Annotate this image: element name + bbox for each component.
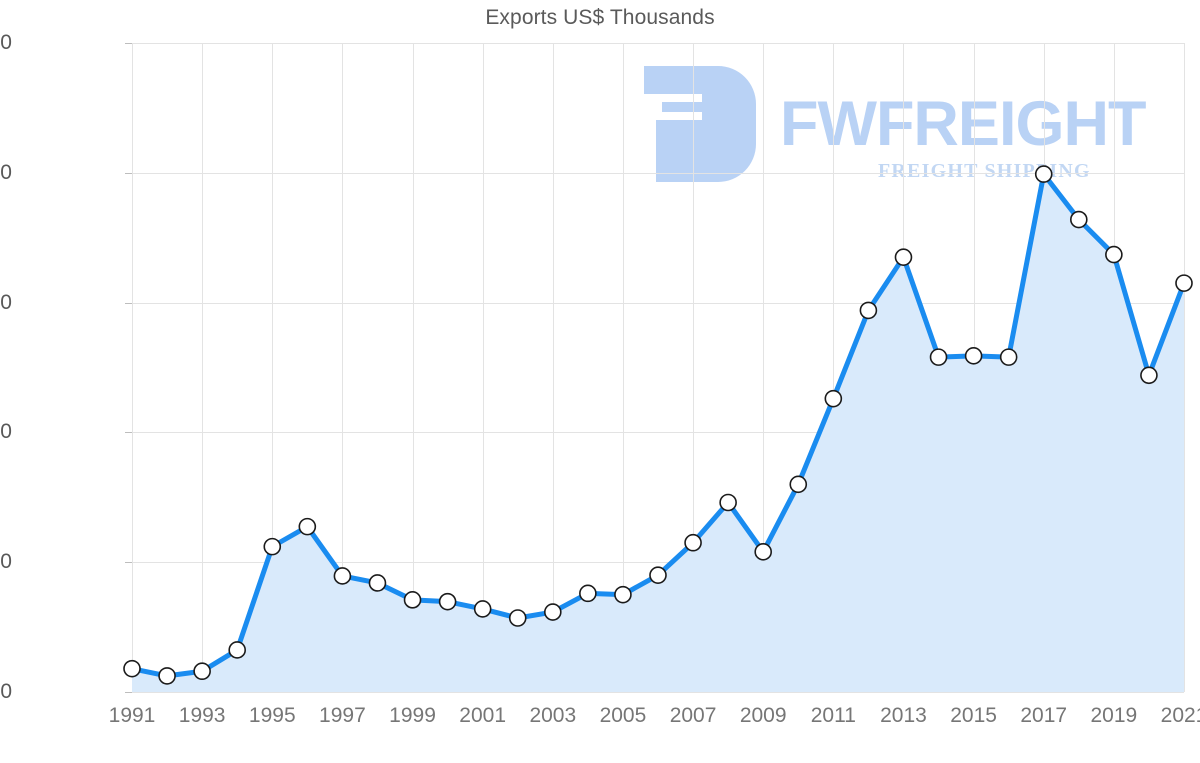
gridline-horizontal [132,432,1184,434]
y-tick-mark [125,432,132,434]
x-axis-label: 2005 [599,704,647,727]
gridline-vertical [833,43,835,692]
data-point-marker [193,662,211,681]
area-fill [132,174,1184,693]
gridline-vertical [552,43,554,692]
gridline-vertical [342,43,344,692]
gridline-vertical [202,43,204,692]
gridline-vertical [1184,43,1185,692]
gridline-vertical [482,43,484,692]
data-point-marker [1034,165,1053,183]
data-point-marker [508,609,527,627]
data-point-marker [298,517,317,536]
data-point-marker [999,348,1018,366]
data-point-marker [1175,274,1193,292]
x-axis-label: 2017 [1020,704,1068,727]
gridline-horizontal [132,172,1184,174]
exports-area-series [123,165,1193,693]
gridline-horizontal [132,562,1184,564]
y-axis-label: 2 000 000 [0,160,12,184]
data-point-marker [754,543,773,561]
gridline-horizontal [132,302,1184,304]
data-point-marker [228,641,246,659]
data-point-marker [333,567,352,585]
data-point-markers [123,165,1193,685]
y-axis-label: 500 000 [0,550,12,574]
data-point-marker [579,584,597,603]
y-tick-mark [125,692,132,693]
data-point-marker [894,248,913,266]
data-point-marker [649,566,667,584]
data-point-marker [403,591,422,609]
x-axis-label: 1993 [178,704,226,727]
y-tick-mark [125,562,132,564]
x-axis-label: 1995 [248,704,296,727]
x-axis-label: 2011 [810,704,856,727]
data-point-marker [438,592,457,611]
data-point-marker [684,533,702,552]
data-point-marker [263,537,282,556]
gridline-horizontal [132,692,1184,693]
x-axis-label: 2021 [1160,704,1200,727]
plot-area [123,43,1193,693]
x-axis-label: 2019 [1090,704,1138,727]
data-point-marker [473,600,492,618]
data-point-marker [158,667,176,685]
gridline-vertical [622,43,624,692]
data-point-marker [543,603,562,621]
data-point-marker [859,301,878,320]
data-point-marker [964,347,983,365]
x-axis-label: 2015 [950,704,997,727]
x-axis-label: 2007 [669,704,717,727]
data-point-marker [1069,210,1088,229]
data-point-marker [929,348,948,366]
gridline-vertical [693,43,695,692]
gridline-vertical [412,43,414,692]
data-point-marker [789,475,808,494]
gridline-horizontal [132,43,1184,44]
y-tick-mark [125,43,132,44]
x-axis-label: 2001 [459,704,507,727]
data-point-marker [123,659,141,678]
gridline-vertical [132,43,133,692]
data-point-marker [719,493,737,512]
data-point-marker [614,585,632,604]
y-axis-label: 1 000 000 [0,420,12,444]
x-axis-label: 2013 [880,704,927,727]
data-point-marker [1105,245,1123,264]
x-axis-label: 1991 [108,704,156,727]
gridline-vertical [763,43,765,692]
y-tick-mark [125,302,132,304]
y-tick-mark [125,172,132,174]
gridline-vertical [272,43,274,692]
chart-title: Exports US$ Thousands [485,6,715,29]
y-axis-label: 2 500 000 [0,31,12,54]
y-axis-label: 1 500 000 [0,290,12,314]
x-axis-label: 1997 [319,704,366,727]
y-axis-label: 0 [0,680,12,703]
x-axis-label: 2003 [529,704,577,727]
x-axis-label: 2009 [739,704,787,727]
data-point-marker [1140,366,1158,385]
data-point-marker [368,574,387,592]
data-point-marker [824,389,843,408]
x-axis-label: 1999 [389,704,436,727]
